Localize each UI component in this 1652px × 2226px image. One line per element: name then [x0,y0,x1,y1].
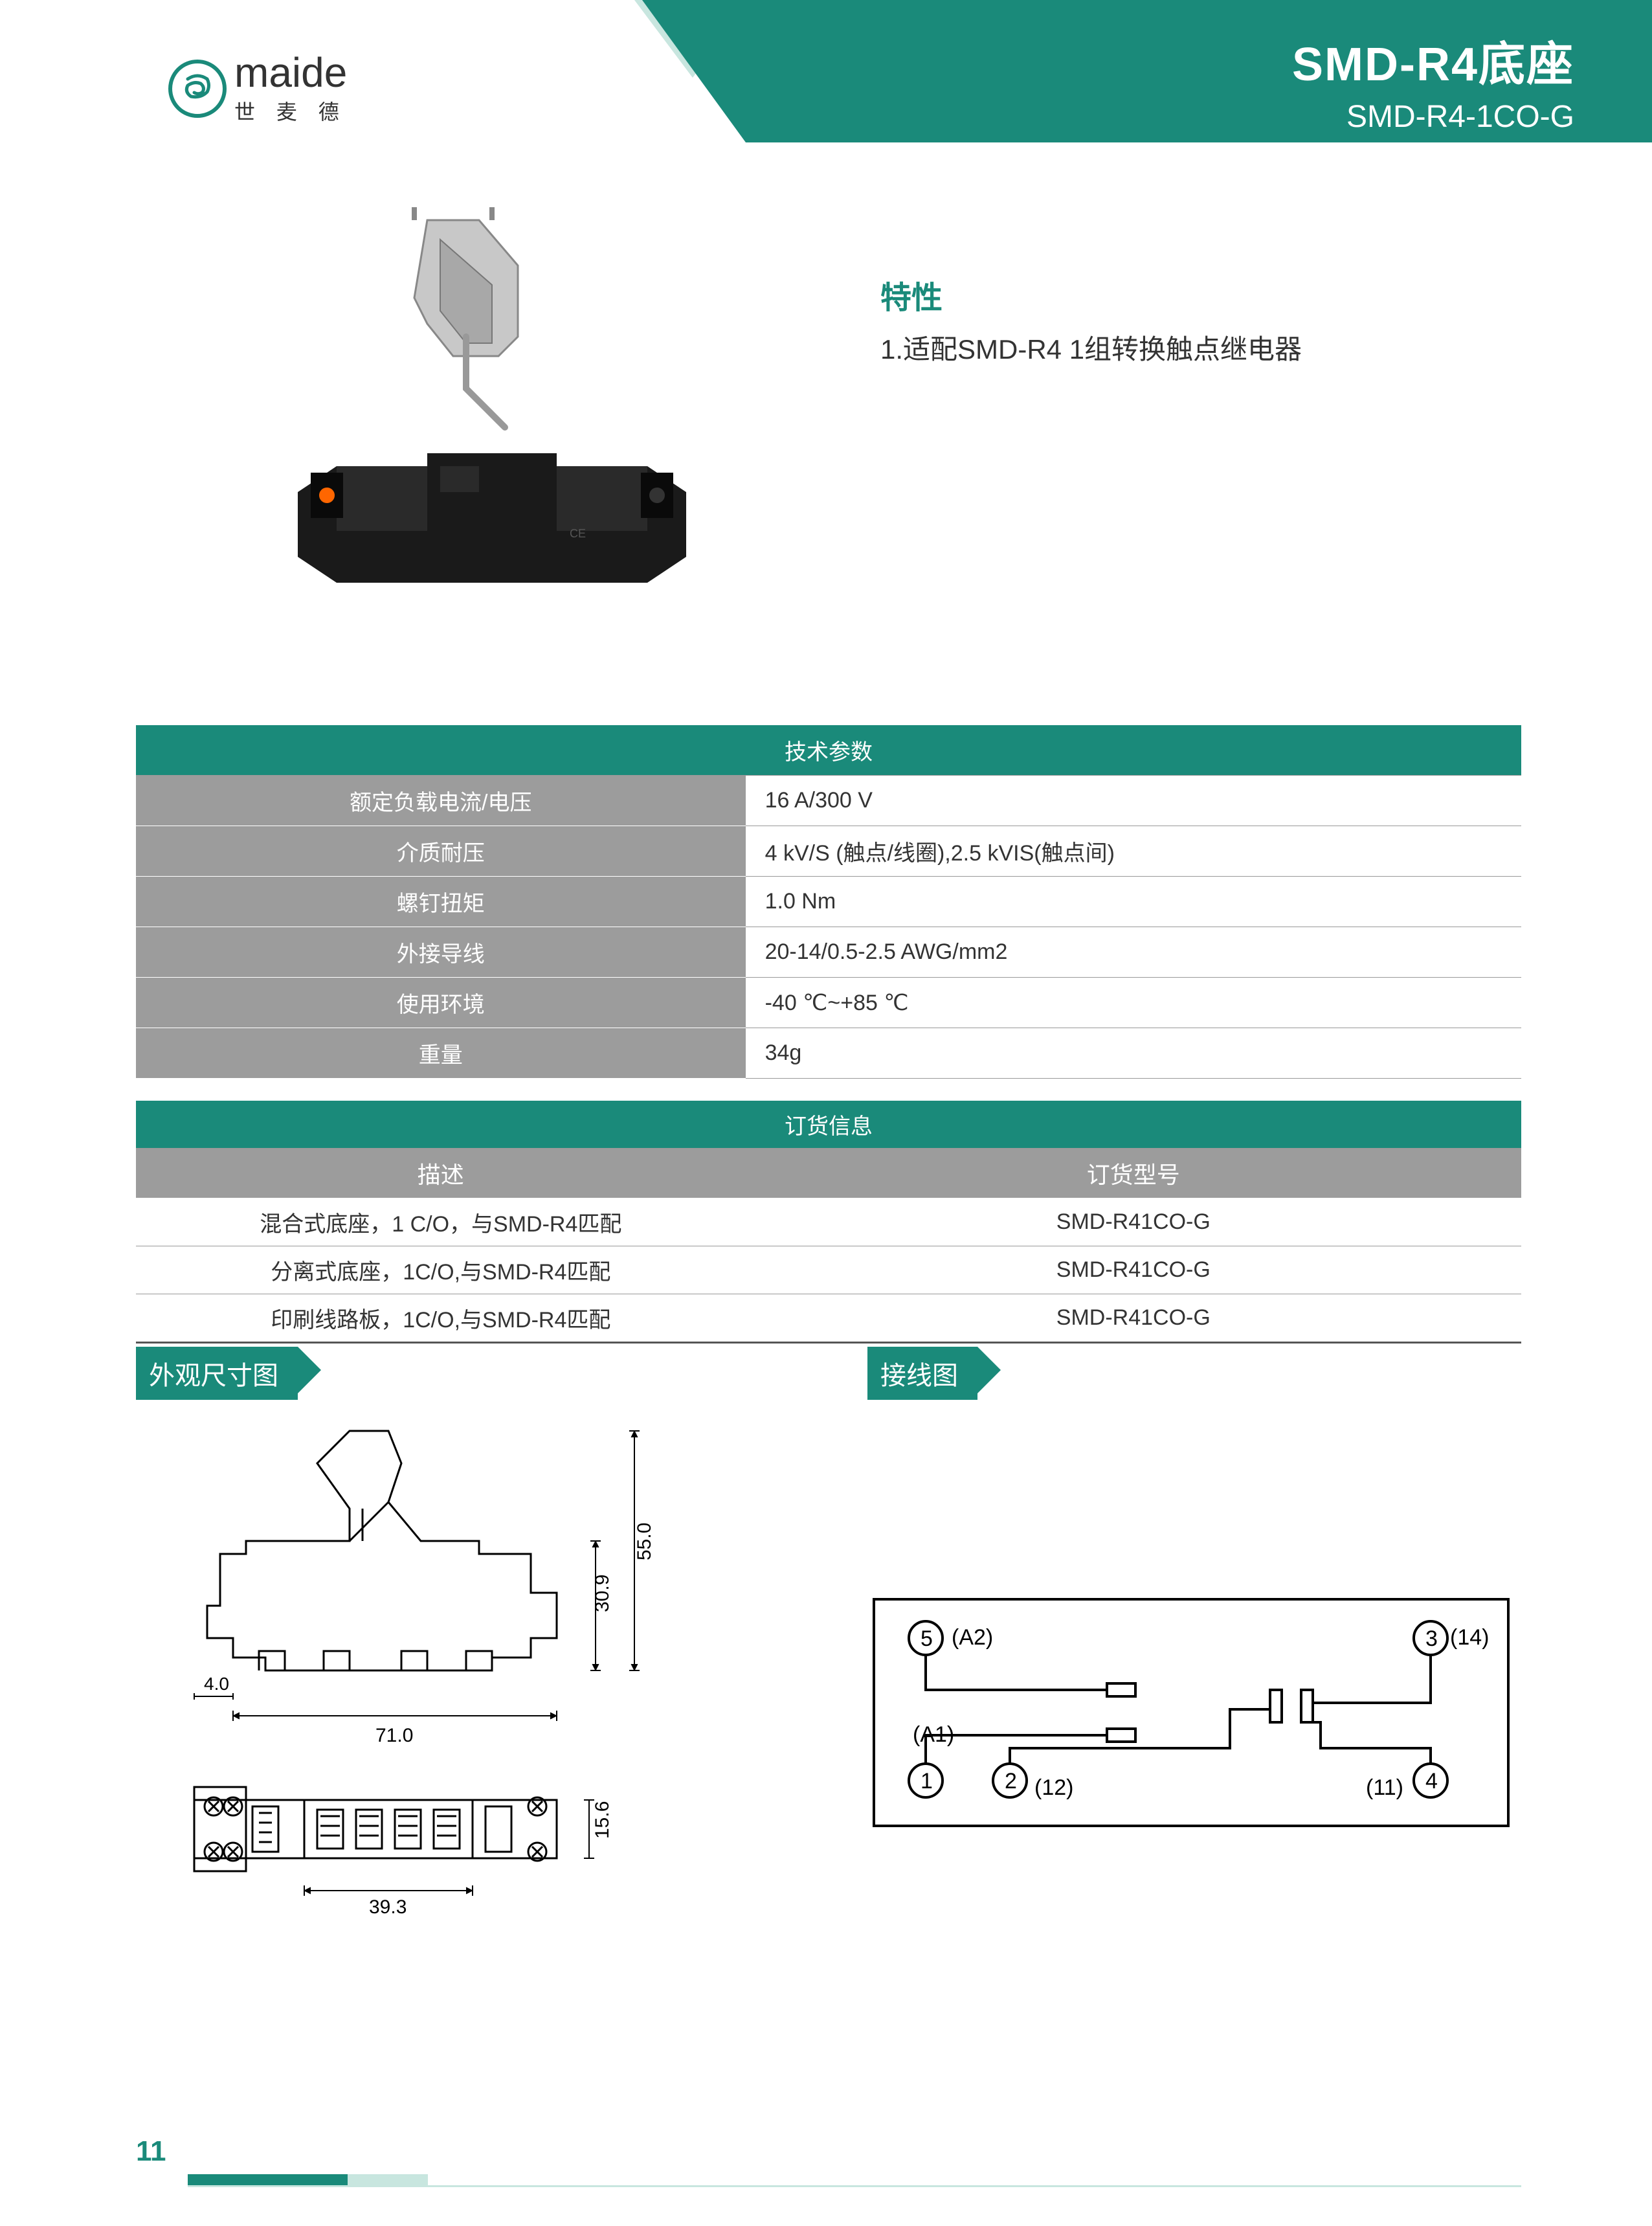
svg-text:(14): (14) [1450,1625,1489,1650]
dimension-tag: 外观尺寸图 [136,1347,298,1400]
features-section: 特性 1.适配SMD-R4 1组转换触点继电器 [880,272,1302,367]
page-number: 11 [136,2135,166,2168]
svg-text:3: 3 [1425,1626,1438,1651]
logo-icon [168,60,227,118]
order-desc: 分离式底座，1C/O,与SMD-R4匹配 [136,1246,746,1294]
param-value: 34g [746,1028,1521,1079]
param-label: 重量 [136,1028,746,1079]
table-row: 螺钉扭矩1.0 Nm [136,877,1521,927]
table-row: 外接导线20-14/0.5-2.5 AWG/mm2 [136,927,1521,978]
svg-text:(12): (12) [1034,1775,1073,1800]
order-desc: 混合式底座，1 C/O，与SMD-R4匹配 [136,1198,746,1246]
logo-text-cn: 世 麦 德 [234,96,347,126]
param-label: 介质耐压 [136,826,746,877]
param-label: 外接导线 [136,927,746,978]
tech-params-header: 技术参数 [136,725,1521,776]
svg-text:2: 2 [1005,1769,1017,1793]
param-value: -40 ℃~+85 ℃ [746,978,1521,1028]
table-row: 分离式底座，1C/O,与SMD-R4匹配SMD-R41CO-G [136,1246,1521,1294]
table-row: 重量34g [136,1028,1521,1079]
footer-bar [188,2174,1521,2187]
param-value: 4 kV/S (触点/线圈),2.5 kVIS(触点间) [746,826,1521,877]
order-model: SMD-R41CO-G [746,1246,1521,1294]
order-desc: 印刷线路板，1C/O,与SMD-R4匹配 [136,1294,746,1343]
order-col-model: 订货型号 [746,1149,1521,1198]
dim-bw: 39.3 [369,1896,407,1918]
svg-text:(11): (11) [1366,1775,1403,1800]
order-col-desc: 描述 [136,1149,746,1198]
order-model: SMD-R41CO-G [746,1294,1521,1343]
dim-h1: 30.9 [592,1575,613,1612]
features-line1: 1.适配SMD-R4 1组转换触点继电器 [880,328,1302,367]
order-model: SMD-R41CO-G [746,1198,1521,1246]
logo-text-en: maide [234,52,347,93]
wiring-tag: 接线图 [867,1347,977,1400]
features-heading: 特性 [880,272,1302,317]
dim-h2: 55.0 [634,1523,655,1560]
table-row: 混合式底座，1 C/O，与SMD-R4匹配SMD-R41CO-G [136,1198,1521,1246]
param-label: 使用环境 [136,978,746,1028]
product-subtitle: SMD-R4-1CO-G [1292,99,1574,135]
dim-width: 71.0 [375,1725,413,1746]
product-photo: CE [246,207,738,609]
param-value: 1.0 Nm [746,877,1521,927]
dim-bh: 15.6 [592,1801,613,1839]
order-info-table: 订货信息 描述 订货型号 混合式底座，1 C/O，与SMD-R4匹配SMD-R4… [136,1101,1521,1343]
param-label: 额定负载电流/电压 [136,776,746,826]
svg-text:(A2): (A2) [952,1625,993,1650]
svg-text:CE: CE [570,527,586,540]
table-row: 印刷线路板，1C/O,与SMD-R4匹配SMD-R41CO-G [136,1294,1521,1343]
param-label: 螺钉扭矩 [136,877,746,927]
header-banner: SMD-R4底座 SMD-R4-1CO-G [746,0,1652,142]
table-row: 额定负载电流/电压16 A/300 V [136,776,1521,826]
param-value: 16 A/300 V [746,776,1521,826]
svg-text:4: 4 [1425,1769,1438,1793]
svg-text:5: 5 [921,1626,933,1651]
table-row: 介质耐压4 kV/S (触点/线圈),2.5 kVIS(触点间) [136,826,1521,877]
brand-logo: maide 世 麦 德 [168,52,347,126]
svg-text:1: 1 [921,1769,933,1793]
product-title: SMD-R4底座 [1292,26,1574,94]
table-row: 使用环境-40 ℃~+85 ℃ [136,978,1521,1028]
order-info-header: 订货信息 [136,1101,1521,1149]
tech-params-table: 技术参数 额定负载电流/电压16 A/300 V 介质耐压4 kV/S (触点/… [136,725,1521,1079]
dimension-drawing: 4.0 71.0 30.9 55.0 39.3 [168,1424,699,1946]
dim-left: 4.0 [204,1674,229,1694]
param-value: 20-14/0.5-2.5 AWG/mm2 [746,927,1521,978]
wiring-diagram: 5 (A2) 3 (14) (A1) 1 2 (12) 4 (11) [867,1593,1521,1842]
